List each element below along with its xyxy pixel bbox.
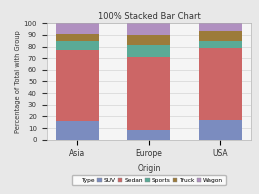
Bar	[127, 130, 170, 140]
Bar	[199, 23, 242, 31]
X-axis label: Origin: Origin	[137, 164, 161, 173]
Bar	[56, 121, 99, 140]
Bar	[56, 23, 99, 34]
Bar	[127, 23, 170, 35]
Bar	[199, 31, 242, 41]
Bar	[56, 41, 99, 50]
Bar	[199, 48, 242, 120]
Bar	[199, 120, 242, 140]
Title: 100% Stacked Bar Chart: 100% Stacked Bar Chart	[98, 12, 200, 21]
Legend: Type, SUV, Sedan, Sports, Truck, Wagon: Type, SUV, Sedan, Sports, Truck, Wagon	[72, 175, 226, 185]
Bar	[127, 45, 170, 57]
Bar	[199, 41, 242, 48]
Bar	[56, 50, 99, 121]
Bar	[127, 35, 170, 45]
Y-axis label: Percentage of Total with Group: Percentage of Total with Group	[15, 30, 21, 133]
Bar	[127, 57, 170, 130]
Bar	[56, 34, 99, 41]
